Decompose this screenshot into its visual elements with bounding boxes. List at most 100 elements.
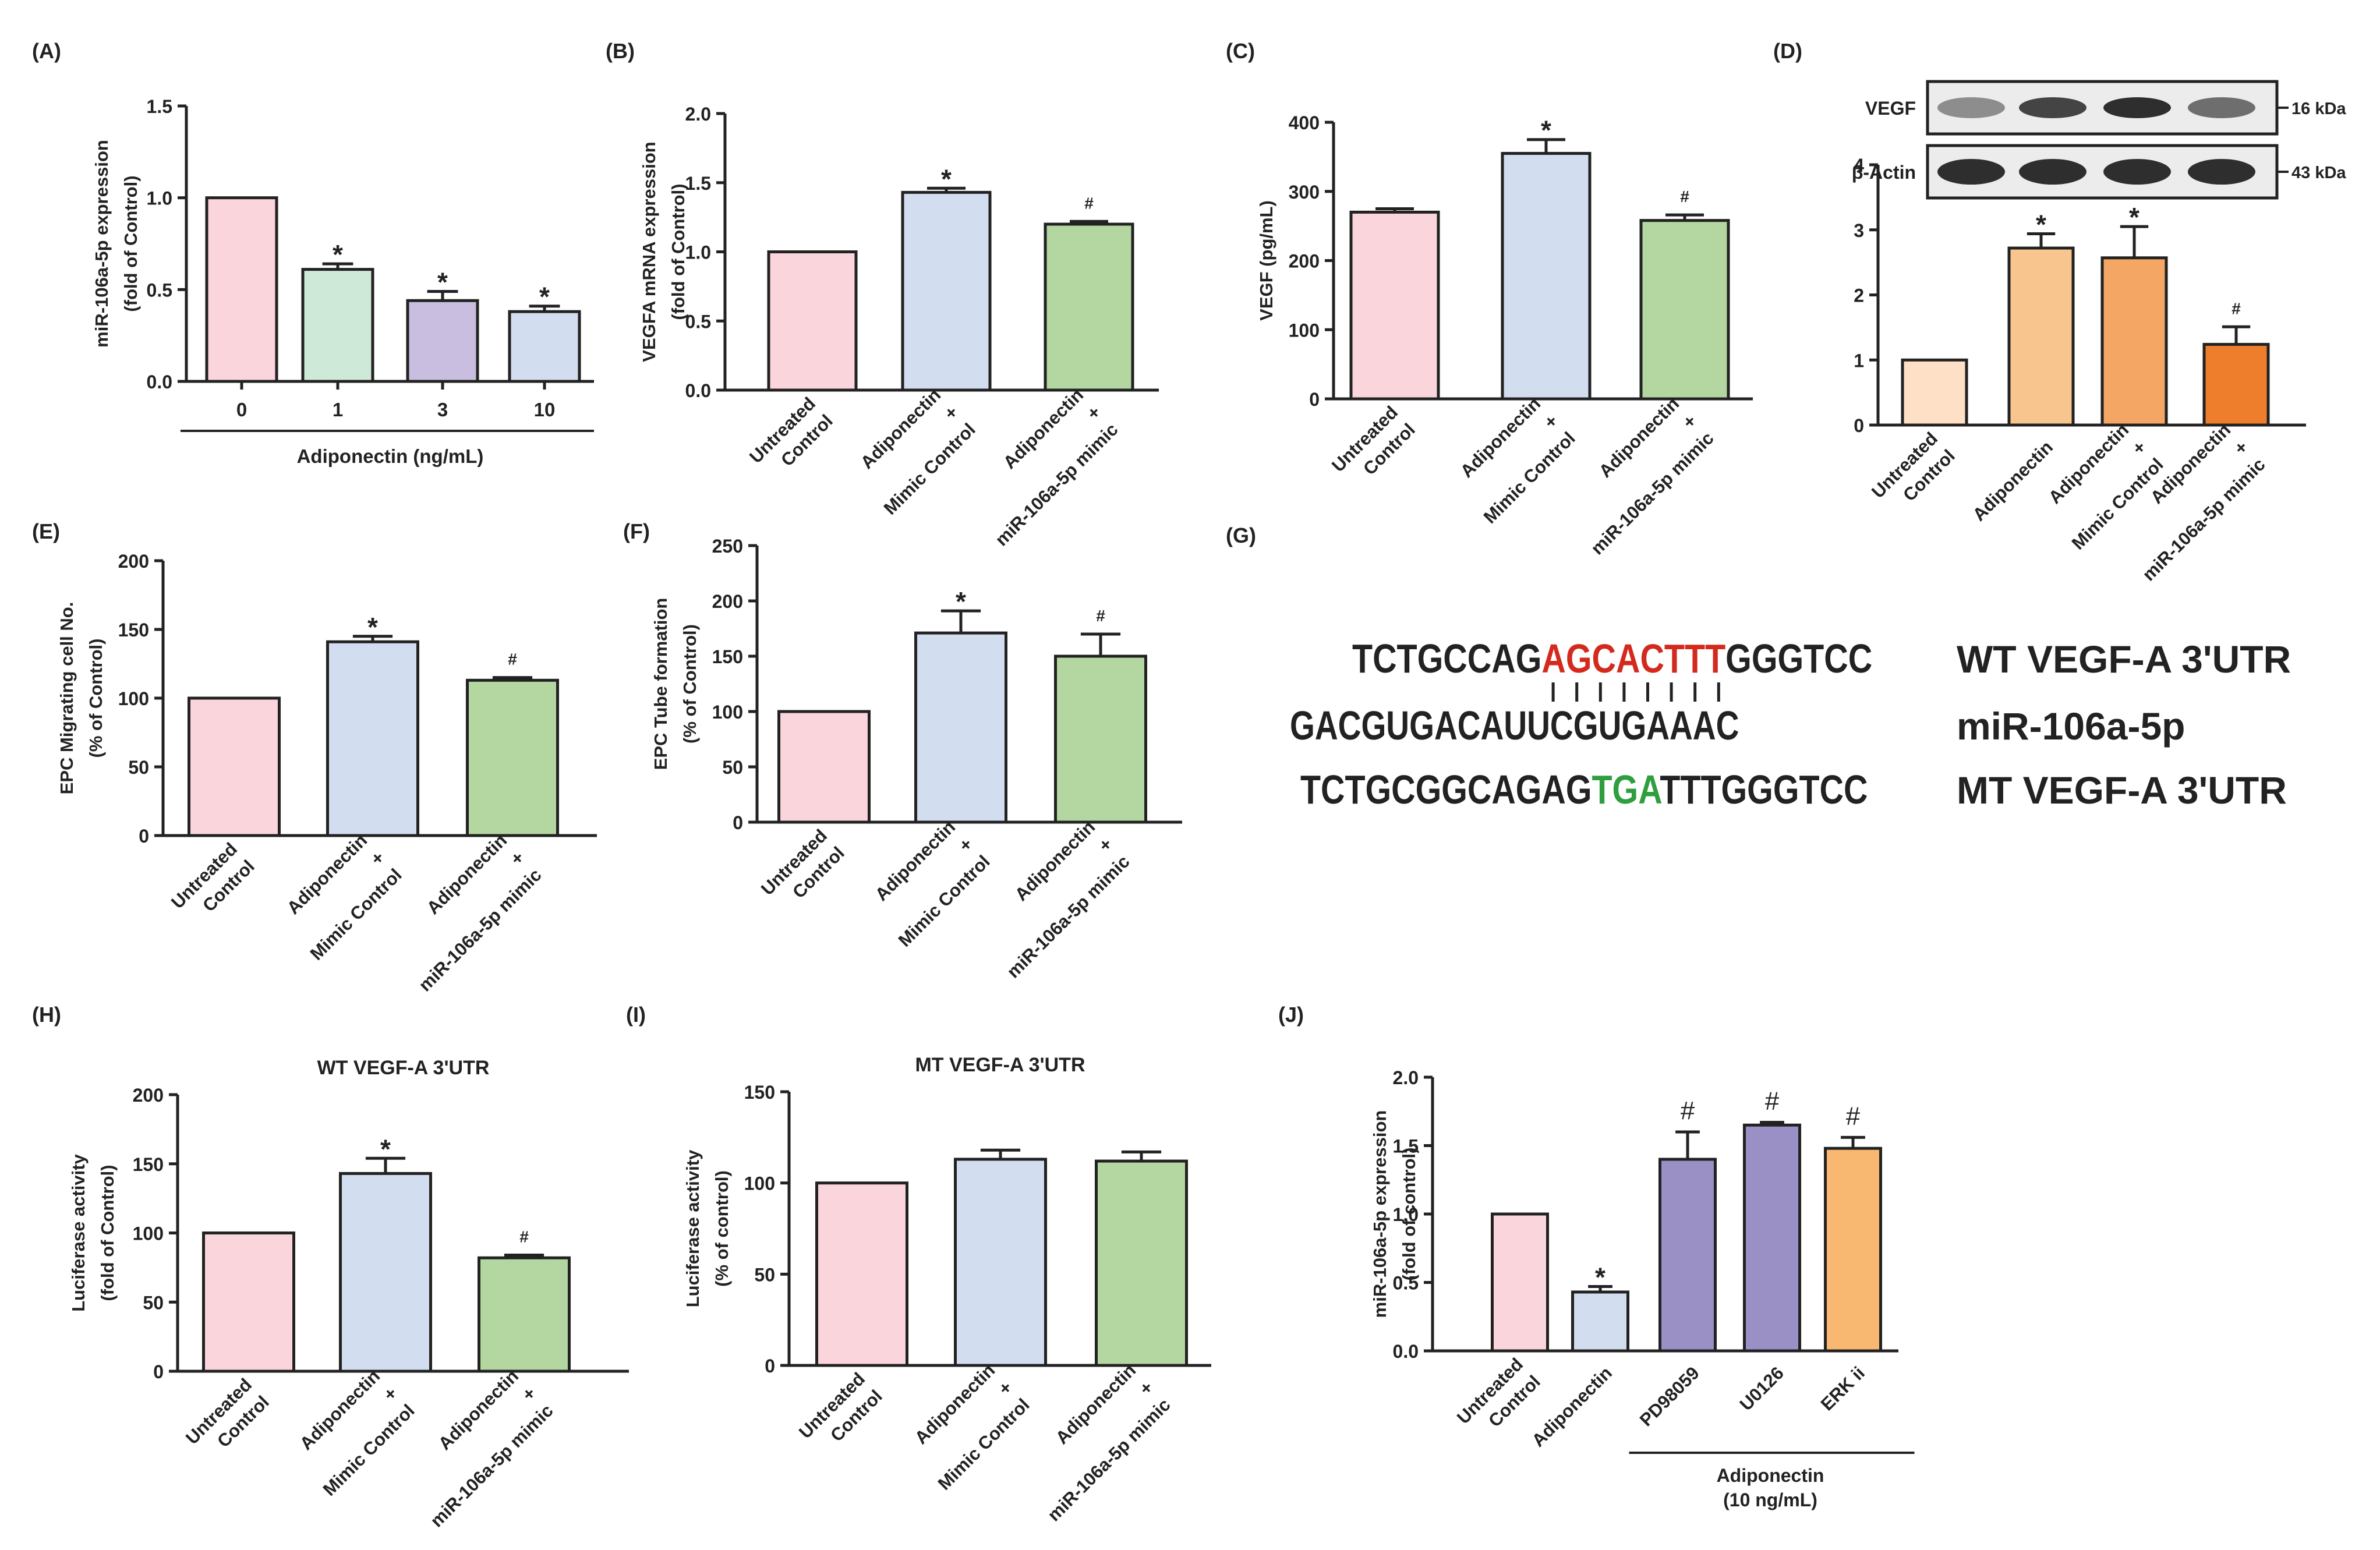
bar [1349,210,1440,401]
blot-band [2019,159,2087,185]
y-tick-label: 0.0 [685,380,711,401]
significance-mark: * [1595,1262,1605,1293]
x-tick-label: + [379,1383,401,1405]
blot-band [2103,159,2171,185]
blot-band [1937,159,2005,185]
y-tick-label: 1.0 [685,242,711,263]
y-tick-label: 200 [133,1085,164,1106]
panel-i: (I) MT VEGF-A 3'UTR 0 50 100 150 Luciferase ac… [626,1003,1211,1525]
y-tick-label: 150 [744,1082,775,1103]
panel-label: (H) [32,1003,61,1027]
bar [326,640,419,837]
bar [954,1158,1047,1367]
y-tick-label: 50 [143,1292,164,1313]
y-axis-label: VEGF (pg/mL) [1256,200,1276,321]
x-tick-label: + [366,847,388,869]
sequence-segment: TTTGGGTCC [1660,767,1868,812]
blot-label: VEGF [1865,98,1916,119]
x-tick-label: + [1678,410,1700,433]
y-tick-label: 2 [1854,285,1864,306]
y-tick-label: 0.5 [685,311,711,332]
significance-mark: * [956,586,966,617]
x-tick-label: + [994,1377,1016,1399]
chart-title: MT VEGF-A 3'UTR [915,1054,1085,1076]
bar [1054,654,1147,824]
bar [901,190,992,392]
y-tick-label: 50 [722,757,743,778]
y-tick-label: 1.5 [685,173,711,194]
bar [205,196,278,383]
panel-label: (J) [1278,1003,1304,1027]
y-tick-label: 200 [712,591,743,612]
blot-band [1937,97,2005,118]
bar [188,696,281,837]
significance-mark: # [1765,1087,1780,1116]
panel-label: (I) [626,1003,646,1027]
significance-mark: # [1096,607,1105,625]
x-tick-label: PD98059 [1636,1363,1703,1430]
significance-mark: * [333,239,343,270]
bar [2202,342,2270,427]
significance-mark: * [941,164,952,194]
bar [2007,246,2075,427]
y-tick-label: 300 [1289,182,1320,203]
y-tick-label: 4 [1854,155,1864,176]
x-tick-label: + [2128,437,2150,459]
y-tick-label: 100 [133,1223,164,1244]
y-tick-label: 1 [1854,350,1864,371]
x-tick-label: miR-106a-5p mimic [991,419,1122,550]
significance-mark: # [1846,1102,1861,1130]
significance-mark: # [1681,1096,1695,1125]
y-tick-label: 100 [118,688,149,709]
y-axis-label: Luciferase activity [68,1153,89,1311]
blot-size-label: 16 kDa [2291,100,2346,118]
y-axis-label: (% of control) [712,1170,732,1287]
sequence-label: MT VEGF-A 3'UTR [1957,769,2287,812]
panel-label: (G) [1226,523,1256,547]
panel-label: (E) [32,519,60,543]
bar [406,299,479,383]
x-tick-label: 0 [236,399,247,420]
significance-mark: * [539,282,550,312]
x-tick-label: + [1083,402,1105,424]
significance-mark: * [1541,115,1551,146]
bar [339,1172,432,1373]
sequence-row: TCTGCCAGAGCACTTTGGGTCC [1352,636,1872,681]
x-tick-label: miR-106a-5p mimic [1587,428,1718,559]
y-tick-label: 200 [1289,251,1320,272]
bar [1901,358,1968,427]
y-tick-label: 0.0 [1393,1341,1419,1362]
significance-mark: * [437,267,448,297]
bar [1095,1159,1188,1367]
y-axis-label: EPC Tube formation [650,598,671,770]
sequence-segment: TGA [1592,767,1662,812]
panel-h: (H) WT VEGF-A 3'UTR 0 50 100 150 200 Luciferase… [32,1003,629,1531]
bar [1658,1158,1717,1353]
sequence-segment: AGCACTTT [1541,636,1725,681]
bar [1824,1146,1882,1353]
x-tick-label: + [2230,437,2252,459]
panel-f: (F) 0 50 100 150 200 250 EPC Tube formation (% o… [623,519,1182,982]
bar [1491,1212,1549,1353]
bar [1044,222,1134,392]
y-tick-label: 3 [1854,220,1864,241]
y-tick-label: 0 [765,1356,775,1376]
significance-mark: * [367,612,378,642]
y-axis-label: (fold of Control) [668,183,688,320]
x-tick-label: + [1135,1377,1157,1399]
bar [2100,256,2168,427]
panel-a: (A) 0.0 0.5 1.0 1.5 miR-106a-5p expression (fo… [32,39,594,467]
significance-mark: * [2036,209,2046,239]
x-tick-label: Adiponectin [1969,437,2057,525]
panel-label: (B) [606,39,635,63]
x-tick-label: 1 [333,399,343,420]
y-tick-label: 0.0 [147,371,172,392]
panel-e: (E) 0 50 100 150 200 EPC Migrating cell No. (% … [32,519,597,995]
y-tick-label: 0 [1854,415,1864,436]
panel-g: (G) TCTGCCAGAGCACTTTGGGTCC WT VEGF-A 3'UTR… [1226,523,2291,812]
x-tick-label: + [506,847,528,869]
blot-size-label: 43 kDa [2291,164,2346,182]
sequence-segment: GACGUGACAUUCGUGAAAC [1290,703,1739,748]
